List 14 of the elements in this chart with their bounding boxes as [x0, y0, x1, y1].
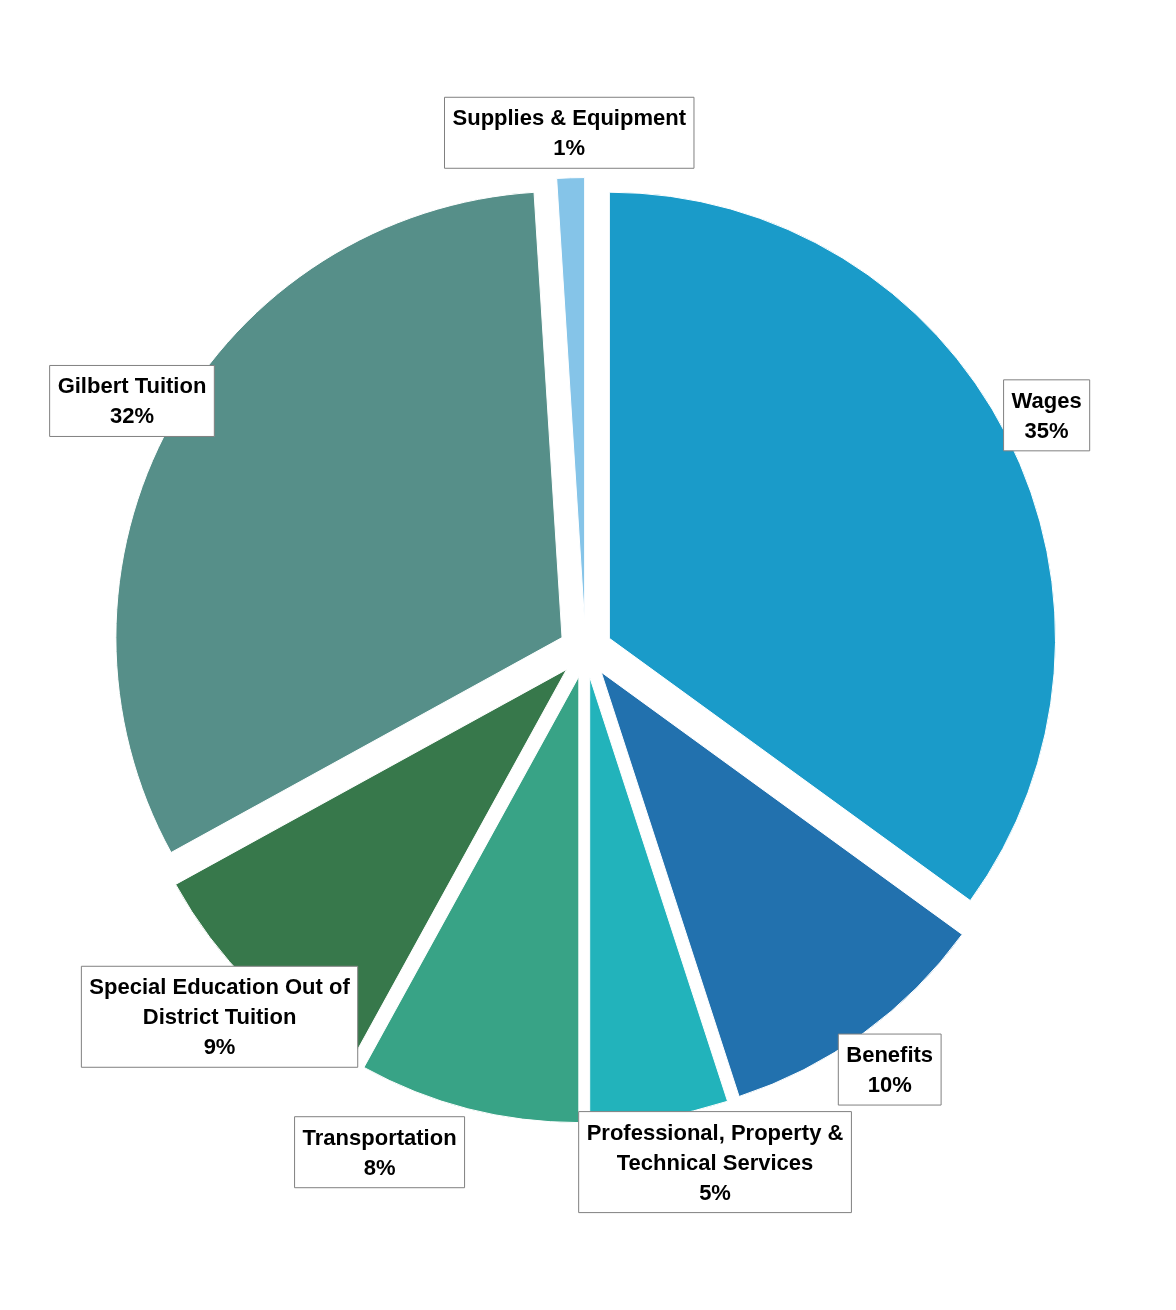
data-label: 5% — [699, 1179, 731, 1205]
slice-label: Gilbert Tuition — [57, 373, 207, 399]
slice-label: Professional, Property & Technical Services — [586, 1119, 844, 1175]
data-label: 10% — [867, 1072, 912, 1098]
data-label: 35% — [1024, 417, 1069, 443]
data-label: 1% — [553, 135, 586, 161]
slice-label: Benefits — [846, 1042, 934, 1068]
data-label: 32% — [109, 403, 155, 429]
slice-label: Wages — [1011, 387, 1082, 413]
data-label: 8% — [363, 1154, 396, 1180]
data-label: 9% — [203, 1034, 236, 1060]
slice-label: Transportation — [302, 1124, 457, 1150]
slice-label: Supplies & Equipment — [452, 105, 687, 131]
slice-label: Special Education Out of District Tuition — [89, 974, 351, 1030]
